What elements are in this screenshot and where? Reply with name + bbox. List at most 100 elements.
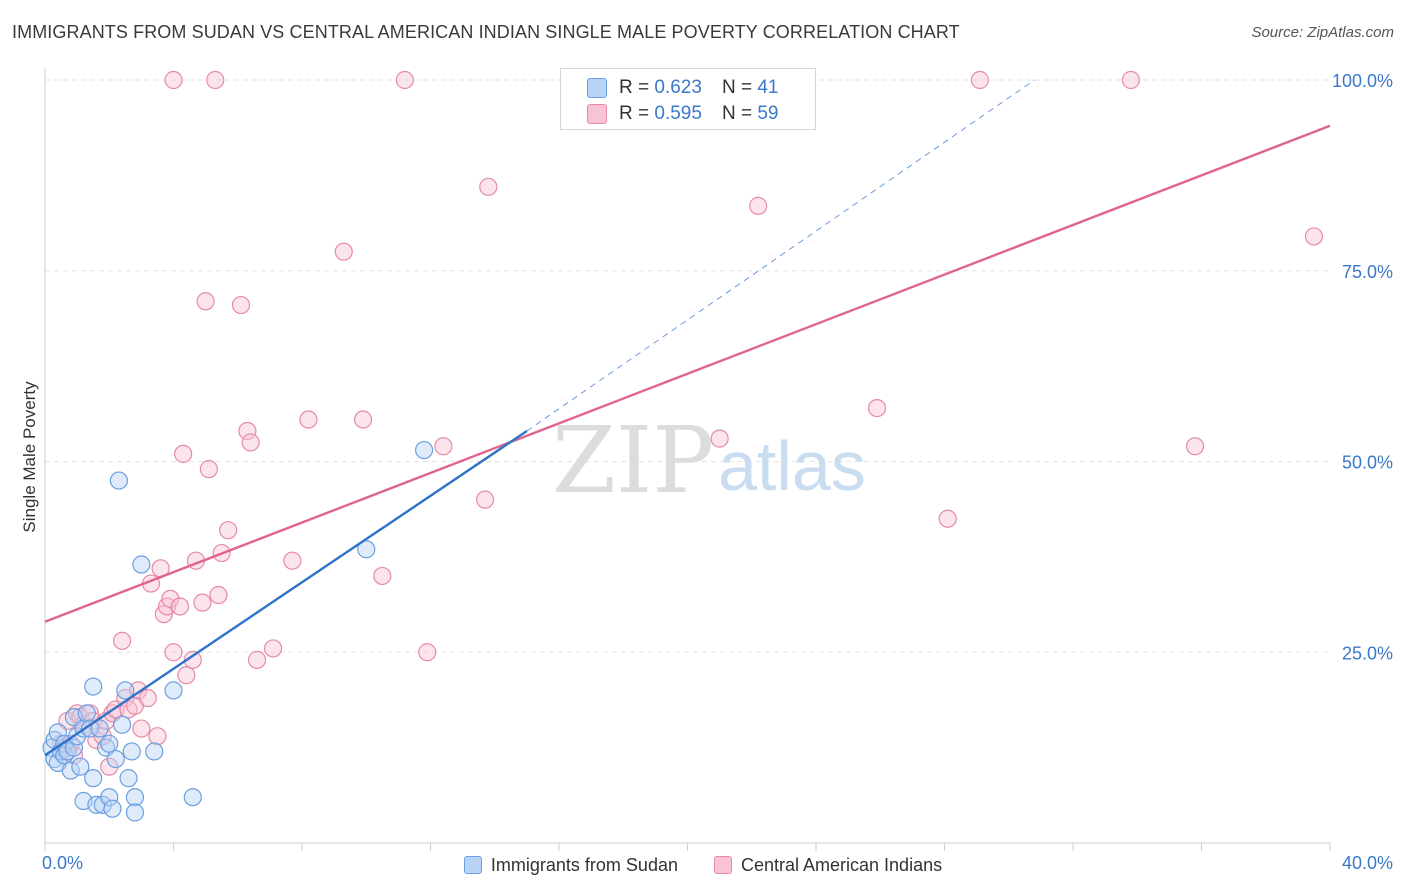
legend-label-sudan: Immigrants from Sudan (490, 854, 678, 875)
stats-swatch-central-american-indians (587, 104, 607, 124)
point-central-american-indians (209, 585, 228, 605)
point-central-american-indians (231, 295, 251, 315)
legend-item-sudan[interactable]: Immigrants from Sudan (463, 854, 678, 876)
point-central-american-indians (138, 688, 157, 708)
axes (44, 68, 1331, 851)
point-central-american-indians (241, 433, 260, 452)
point-central-american-indians (132, 719, 151, 738)
x-tick-label-1: 40.0% (1342, 853, 1393, 873)
stats-swatch-sudan (587, 78, 607, 98)
point-immigrants-from-sudan (112, 715, 132, 734)
stats-n-value: 41 (757, 77, 779, 98)
legend-swatch-sudan (463, 856, 482, 874)
stats-row-central-american-indians: R = 0.595 N = 59 (587, 102, 778, 126)
point-central-american-indians (710, 429, 729, 448)
point-immigrants-from-sudan (183, 788, 202, 807)
chart-title: IMMIGRANTS FROM SUDAN VS CENTRAL AMERICA… (12, 22, 960, 42)
stats-r-value: 0.623 (654, 77, 702, 98)
point-immigrants-from-sudan (145, 742, 164, 761)
point-central-american-indians (373, 566, 392, 586)
stats-r-value: 0.595 (654, 103, 702, 124)
point-immigrants-from-sudan (125, 788, 145, 807)
point-immigrants-from-sudan (71, 757, 90, 776)
stats-row-sudan: R = 0.623 N = 41 (587, 76, 778, 100)
legend-label-central-american-indians: Central American Indians (740, 854, 943, 875)
point-immigrants-from-sudan (119, 769, 138, 788)
y-tick-label-2: 75.0% (1342, 262, 1393, 282)
point-central-american-indians (749, 196, 768, 215)
trend-line-central-american-indians (44, 124, 1331, 623)
point-central-american-indians (263, 639, 283, 658)
point-central-american-indians (164, 70, 183, 90)
point-immigrants-from-sudan (64, 738, 84, 757)
point-immigrants-from-sudan (48, 723, 67, 742)
point-central-american-indians (476, 490, 495, 509)
point-immigrants-from-sudan (357, 540, 376, 559)
point-central-american-indians (183, 650, 202, 669)
legend: Immigrants from Sudan Central American I… (0, 850, 1406, 880)
point-immigrants-from-sudan (84, 677, 103, 696)
stats-n-value: 59 (757, 103, 779, 124)
y-tick-label-3: 100.0% (1332, 71, 1393, 91)
x-tick-label-0: 0.0% (42, 853, 83, 873)
stats-r-label: R = (619, 77, 650, 98)
tick-labels: 25.0% 50.0% 75.0% 100.0% 0.0% 40.0% (42, 71, 1393, 873)
point-central-american-indians (283, 551, 302, 570)
point-central-american-indians (238, 421, 257, 441)
point-central-american-indians (199, 460, 218, 479)
point-central-american-indians (112, 631, 132, 650)
point-central-american-indians (434, 437, 453, 456)
point-central-american-indians (247, 650, 267, 669)
point-central-american-indians (170, 597, 190, 616)
point-immigrants-from-sudan (132, 555, 151, 574)
point-central-american-indians (193, 593, 212, 612)
y-tick-label-1: 50.0% (1342, 453, 1393, 473)
point-central-american-indians (196, 292, 215, 311)
point-immigrants-from-sudan (77, 704, 96, 723)
series-central-american-indians-points (51, 70, 1324, 776)
point-central-american-indians (418, 643, 437, 662)
point-central-american-indians (938, 509, 957, 528)
trend-lines (44, 79, 1331, 757)
point-immigrants-from-sudan (84, 769, 103, 788)
point-immigrants-from-sudan (125, 803, 145, 822)
point-central-american-indians (100, 757, 119, 776)
point-central-american-indians (1185, 437, 1205, 456)
point-immigrants-from-sudan (93, 795, 112, 814)
point-central-american-indians (1304, 227, 1324, 246)
watermark: ZIP atlas (552, 407, 866, 514)
point-central-american-indians (206, 70, 225, 90)
point-central-american-indians (970, 70, 989, 90)
point-central-american-indians (148, 727, 167, 746)
point-immigrants-from-sudan (106, 749, 125, 769)
point-immigrants-from-sudan (103, 799, 122, 818)
point-central-american-indians (479, 177, 498, 196)
stats-legend-box: R = 0.623 N = 41 R = 0.595 N = 59 (560, 68, 816, 130)
point-central-american-indians (1121, 70, 1140, 90)
legend-swatch-central-american-indians (713, 856, 732, 874)
point-immigrants-from-sudan (116, 681, 135, 700)
watermark-atlas: atlas (718, 427, 866, 505)
grid-lines (45, 79, 1330, 653)
point-immigrants-from-sudan (61, 761, 80, 780)
point-immigrants-from-sudan (100, 734, 119, 753)
trend-extension-immigrants-from-sudan (526, 79, 1035, 432)
point-central-american-indians (219, 521, 238, 540)
point-central-american-indians (867, 398, 887, 418)
legend-item-central-american-indians[interactable]: Central American Indians (713, 854, 943, 876)
stats-n-label: N = (721, 77, 753, 98)
trend-line-immigrants-from-sudan (44, 429, 528, 757)
y-tick-label-0: 25.0% (1342, 643, 1393, 663)
point-central-american-indians (334, 242, 353, 261)
point-immigrants-from-sudan (80, 719, 100, 738)
point-central-american-indians (161, 589, 180, 608)
point-central-american-indians (164, 643, 183, 662)
point-central-american-indians (174, 444, 193, 463)
stats-r-label: R = (619, 103, 650, 124)
point-central-american-indians (353, 410, 373, 429)
point-central-american-indians (177, 666, 196, 685)
point-immigrants-from-sudan (109, 471, 128, 490)
point-immigrants-from-sudan (90, 719, 109, 738)
point-central-american-indians (299, 410, 318, 429)
